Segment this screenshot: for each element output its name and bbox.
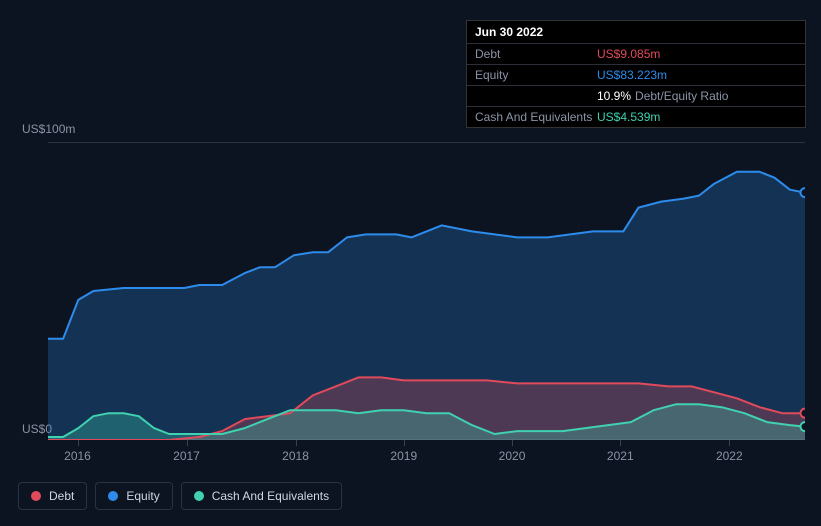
legend-swatch-icon xyxy=(194,491,204,501)
legend-swatch-icon xyxy=(31,491,41,501)
x-tick-line xyxy=(620,440,621,446)
tooltip-value: US$4.539m xyxy=(597,110,660,124)
chart-svg xyxy=(48,142,805,440)
x-tick-line xyxy=(296,440,297,446)
legend-item[interactable]: Equity xyxy=(95,482,172,510)
x-tick-line xyxy=(187,440,188,446)
tooltip-suffix: Debt/Equity Ratio xyxy=(635,89,728,103)
legend: Debt Equity Cash And Equivalents xyxy=(18,482,342,510)
end-marker-cash xyxy=(801,422,806,431)
tooltip-value: US$83.223m xyxy=(597,68,667,82)
x-tick-line xyxy=(729,440,730,446)
legend-label: Debt xyxy=(49,489,74,503)
chart-tooltip: Jun 30 2022 DebtUS$9.085mEquityUS$83.223… xyxy=(466,20,806,128)
tooltip-row: 10.9% Debt/Equity Ratio xyxy=(467,85,805,106)
x-axis-label: 2019 xyxy=(390,449,417,463)
chart-plot xyxy=(48,142,805,440)
legend-swatch-icon xyxy=(108,491,118,501)
end-marker-debt xyxy=(801,409,806,418)
tooltip-date: Jun 30 2022 xyxy=(467,21,805,43)
legend-item[interactable]: Debt xyxy=(18,482,87,510)
tooltip-value: US$9.085m xyxy=(597,47,660,61)
chart-container: Jun 30 2022 DebtUS$9.085mEquityUS$83.223… xyxy=(0,0,821,526)
tooltip-row: EquityUS$83.223m xyxy=(467,64,805,85)
tooltip-row: DebtUS$9.085m xyxy=(467,43,805,64)
x-axis-label: 2020 xyxy=(499,449,526,463)
x-axis-label: 2018 xyxy=(282,449,309,463)
y-axis-label: US$100m xyxy=(22,122,75,136)
x-axis-label: 2022 xyxy=(716,449,743,463)
tooltip-label xyxy=(475,89,597,103)
end-marker-equity xyxy=(801,188,806,197)
tooltip-value: 10.9% xyxy=(597,89,631,103)
x-tick-line xyxy=(512,440,513,446)
tooltip-row: Cash And EquivalentsUS$4.539m xyxy=(467,106,805,127)
tooltip-label: Cash And Equivalents xyxy=(475,110,597,124)
legend-label: Cash And Equivalents xyxy=(212,489,329,503)
x-tick-line xyxy=(404,440,405,446)
legend-item[interactable]: Cash And Equivalents xyxy=(181,482,342,510)
x-tick-line xyxy=(78,440,79,446)
tooltip-label: Debt xyxy=(475,47,597,61)
x-axis-label: 2021 xyxy=(607,449,634,463)
x-axis-label: 2016 xyxy=(64,449,91,463)
x-axis-label: 2017 xyxy=(173,449,200,463)
tooltip-label: Equity xyxy=(475,68,597,82)
legend-label: Equity xyxy=(126,489,159,503)
